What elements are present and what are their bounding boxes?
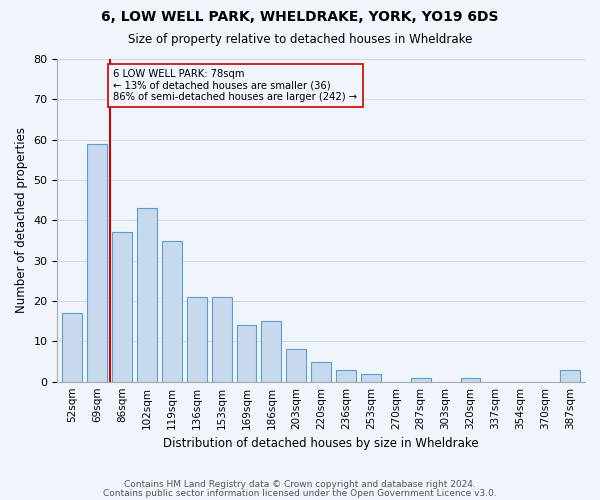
Bar bbox=[286, 350, 306, 382]
Bar bbox=[137, 208, 157, 382]
Bar bbox=[361, 374, 381, 382]
Bar bbox=[236, 325, 256, 382]
Bar bbox=[336, 370, 356, 382]
Text: Contains HM Land Registry data © Crown copyright and database right 2024.: Contains HM Land Registry data © Crown c… bbox=[124, 480, 476, 489]
X-axis label: Distribution of detached houses by size in Wheldrake: Distribution of detached houses by size … bbox=[163, 437, 479, 450]
Text: Contains public sector information licensed under the Open Government Licence v3: Contains public sector information licen… bbox=[103, 489, 497, 498]
Bar bbox=[311, 362, 331, 382]
Bar bbox=[187, 297, 207, 382]
Bar bbox=[112, 232, 132, 382]
Text: 6 LOW WELL PARK: 78sqm
← 13% of detached houses are smaller (36)
86% of semi-det: 6 LOW WELL PARK: 78sqm ← 13% of detached… bbox=[113, 69, 358, 102]
Bar bbox=[461, 378, 481, 382]
Bar bbox=[162, 240, 182, 382]
Y-axis label: Number of detached properties: Number of detached properties bbox=[15, 128, 28, 314]
Bar bbox=[212, 297, 232, 382]
Text: 6, LOW WELL PARK, WHELDRAKE, YORK, YO19 6DS: 6, LOW WELL PARK, WHELDRAKE, YORK, YO19 … bbox=[101, 10, 499, 24]
Bar bbox=[411, 378, 431, 382]
Text: Size of property relative to detached houses in Wheldrake: Size of property relative to detached ho… bbox=[128, 32, 472, 46]
Bar bbox=[62, 313, 82, 382]
Bar bbox=[87, 144, 107, 382]
Bar bbox=[262, 321, 281, 382]
Bar bbox=[560, 370, 580, 382]
